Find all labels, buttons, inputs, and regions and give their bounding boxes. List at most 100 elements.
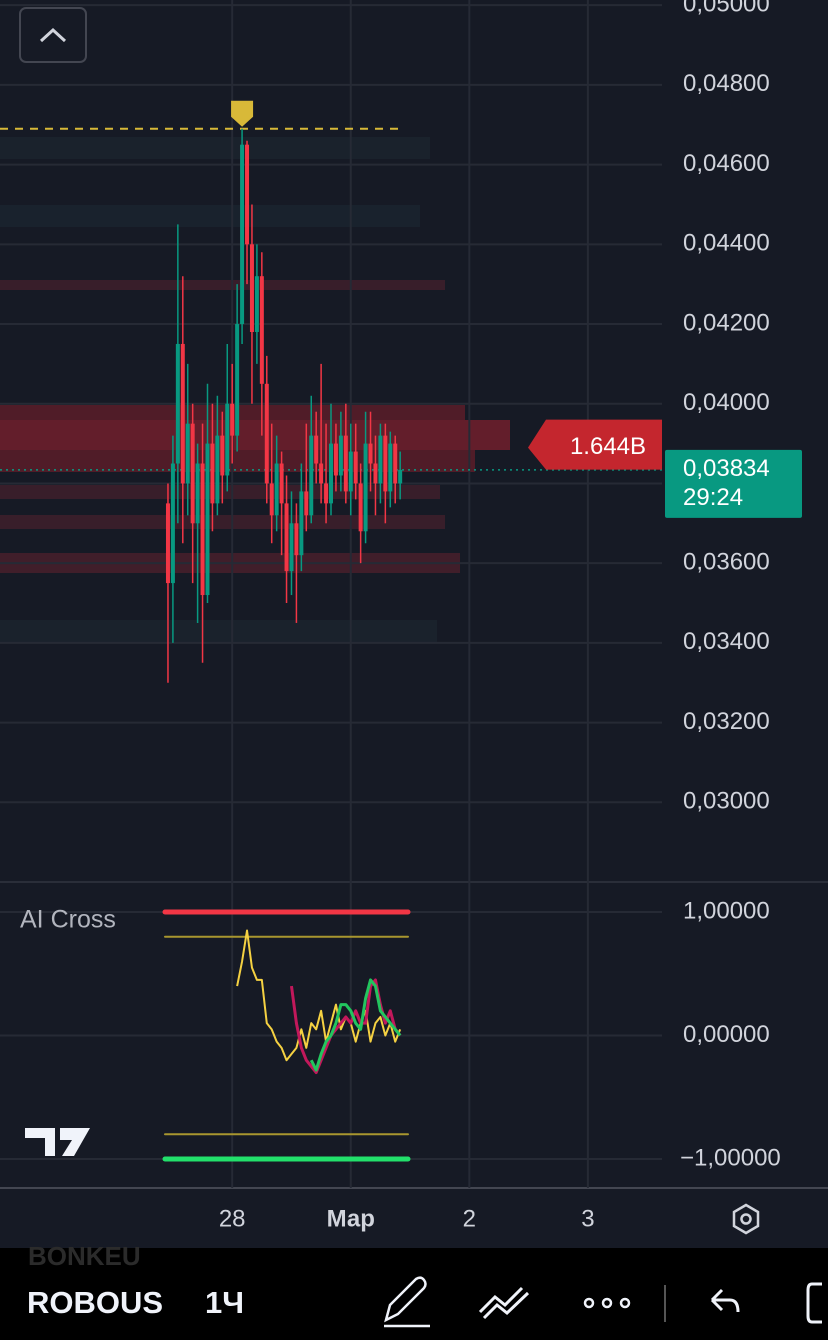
candle-body xyxy=(235,324,240,436)
candle-body xyxy=(284,503,289,572)
symbol-button[interactable]: ROBOUS xyxy=(27,1285,163,1320)
candle-body xyxy=(230,403,235,436)
more-icon[interactable] xyxy=(583,1297,631,1309)
y-tick-label: 0,04800 xyxy=(683,70,770,97)
x-tick-label: 28 xyxy=(219,1205,246,1232)
y-tick-label: 0,03400 xyxy=(683,628,770,655)
candle-body xyxy=(393,443,398,484)
candle-body xyxy=(299,491,304,556)
candle-body xyxy=(225,403,230,476)
candle-body xyxy=(205,443,210,596)
candle-body xyxy=(309,435,314,516)
candle-body xyxy=(319,463,324,484)
grid xyxy=(0,0,662,1188)
candle-body xyxy=(378,435,383,484)
profile-row xyxy=(0,420,510,450)
y-tick-label: 0,03600 xyxy=(683,549,770,576)
countdown-label: 29:24 xyxy=(683,484,743,511)
candle-body xyxy=(314,435,319,464)
candle-body xyxy=(254,276,259,332)
candle-body xyxy=(269,483,274,516)
candle-body xyxy=(398,469,403,484)
indicator-line xyxy=(309,978,402,1072)
ghost-symbol: BONKEU xyxy=(28,1241,141,1271)
y-tick-label: 0,04600 xyxy=(683,150,770,177)
candle-body xyxy=(264,383,269,484)
candle-body xyxy=(175,343,180,464)
undo-icon[interactable] xyxy=(710,1288,740,1313)
candle-body xyxy=(165,503,170,584)
candle-body xyxy=(245,144,250,245)
collapse-button[interactable] xyxy=(19,7,87,63)
line-tool-icon[interactable] xyxy=(478,1286,530,1320)
candle-body xyxy=(368,443,373,464)
candle-body xyxy=(343,435,348,492)
candle-body xyxy=(170,463,175,584)
x-tick-label: Мар xyxy=(327,1205,375,1232)
candle-body xyxy=(353,451,358,484)
candle-body xyxy=(190,423,195,524)
candle-body xyxy=(240,144,245,325)
indicator-line xyxy=(236,929,402,1062)
candle-body xyxy=(289,523,294,572)
y-tick-label: 0,04000 xyxy=(683,389,770,416)
x-tick-label: 2 xyxy=(463,1205,476,1232)
poc-label: 1.644B xyxy=(570,433,646,460)
candle-body xyxy=(329,443,333,504)
y-tick-label: 0,03000 xyxy=(683,788,770,815)
candle-body xyxy=(294,523,299,556)
settings-icon[interactable] xyxy=(732,1203,760,1235)
y-tick-label: 0,04200 xyxy=(683,309,770,336)
dot xyxy=(583,1297,595,1309)
candle-body xyxy=(200,463,205,596)
chevron-up-icon xyxy=(39,27,67,43)
y-tick-label: 1,00000 xyxy=(683,897,770,924)
poc-label-box xyxy=(528,419,662,470)
candle-body xyxy=(210,443,215,504)
candle-body xyxy=(220,435,225,476)
fullscreen-icon[interactable] xyxy=(806,1282,822,1324)
last-price-box xyxy=(665,449,802,518)
y-tick-label: −1,00000 xyxy=(680,1144,781,1171)
candle-body xyxy=(358,483,363,532)
candle-body xyxy=(215,435,220,504)
candle-body xyxy=(338,435,343,476)
candle-body xyxy=(363,443,368,532)
dot xyxy=(601,1297,613,1309)
y-tick-label: 0,05000 xyxy=(683,0,770,18)
candle-body xyxy=(388,443,393,492)
candle-body xyxy=(180,343,185,484)
candle-body xyxy=(249,244,254,332)
candle-body xyxy=(333,443,338,476)
candle-body xyxy=(185,423,190,484)
dot xyxy=(619,1297,631,1309)
x-tick-label: 3 xyxy=(581,1205,594,1232)
y-tick-label: 0,04400 xyxy=(683,230,770,257)
profile-row xyxy=(0,280,445,290)
indicator-title: AI Cross xyxy=(20,906,116,934)
candle-body xyxy=(383,435,388,492)
tradingview-logo xyxy=(25,1128,90,1156)
profile-row xyxy=(0,620,437,642)
candle-body xyxy=(259,276,264,384)
candle-body xyxy=(348,451,353,492)
candle-body xyxy=(274,463,279,516)
draw-tool-icon[interactable] xyxy=(384,1276,430,1328)
bottom-toolbar xyxy=(0,1248,828,1340)
last-price-label: 0,03834 xyxy=(683,455,770,482)
candle-body xyxy=(304,491,309,516)
settings-icon-center xyxy=(740,1213,752,1225)
candle-body xyxy=(279,463,284,504)
profile-row xyxy=(0,205,420,227)
y-tick-label: 0,03200 xyxy=(683,708,770,735)
candle-body xyxy=(373,463,378,484)
interval-button[interactable]: 1Ч xyxy=(205,1285,244,1320)
profile-row xyxy=(0,485,440,499)
high-marker xyxy=(231,100,254,127)
profile-row xyxy=(0,515,445,529)
y-tick-label: 0,00000 xyxy=(683,1021,770,1048)
profile-row xyxy=(0,450,475,472)
candle-body xyxy=(195,463,200,524)
profile-row xyxy=(0,137,430,159)
